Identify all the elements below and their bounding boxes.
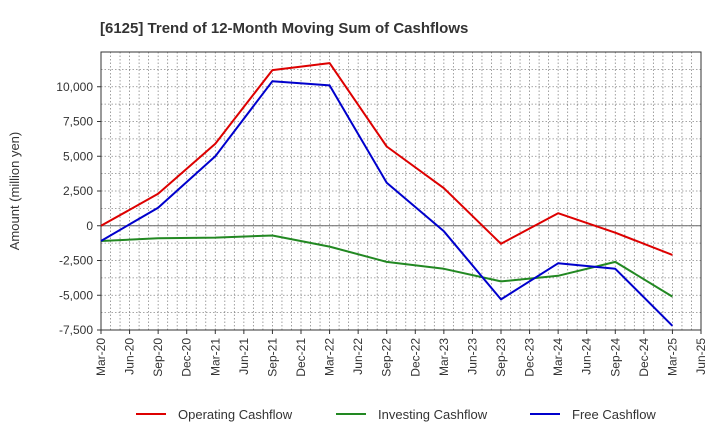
x-tick-label: Mar-23 [437, 338, 451, 376]
y-tick-label: 10,000 [56, 80, 93, 94]
x-tick-label: Mar-22 [323, 338, 337, 376]
y-tick-label: -2,500 [59, 254, 93, 268]
legend: Operating Cashflow Investing Cashflow Free… [136, 407, 656, 422]
x-tick-label: Dec-21 [294, 338, 308, 377]
y-tick-label: -7,500 [59, 323, 93, 337]
plot-frame [100, 51, 702, 331]
x-tick-label: Sep-21 [265, 338, 279, 377]
x-tick-label: Dec-23 [523, 338, 537, 377]
series-line-free-cashflow [100, 80, 674, 327]
x-tick-label: Dec-24 [637, 338, 651, 377]
x-tick-label: Dec-22 [408, 338, 422, 377]
legend-label: Investing Cashflow [378, 407, 488, 422]
x-tick-label: Jun-23 [465, 338, 479, 375]
chart-title: [6125] Trend of 12-Month Moving Sum of C… [100, 20, 468, 37]
x-tick-label: Jun-24 [580, 338, 594, 375]
y-tick-label: 2,500 [63, 184, 93, 198]
x-tick-label: Sep-22 [380, 338, 394, 377]
legend-label: Operating Cashflow [178, 407, 293, 422]
grid-lines [100, 51, 702, 331]
x-axis-ticks: Mar-20 Jun-20 Sep-20 Dec-20 Mar-21 Jun-21 Sep-… [94, 330, 708, 377]
x-tick-label: Jun-20 [123, 338, 137, 375]
series-lines [100, 62, 674, 327]
y-tick-label: 5,000 [63, 149, 93, 163]
series-line-investing-cashflow [100, 234, 673, 298]
x-tick-label: Mar-20 [94, 338, 108, 376]
x-tick-label: Sep-24 [608, 338, 622, 377]
y-axis-ticks: 10,000 7,500 5,000 2,500 0 -2,500 -5,000 -7,500 [56, 80, 101, 337]
x-tick-label: Dec-20 [180, 338, 194, 377]
y-axis-label: Amount (million yen) [7, 132, 22, 251]
x-tick-label: Mar-25 [665, 338, 679, 376]
y-tick-label: 0 [86, 219, 93, 233]
legend-label: Free Cashflow [572, 407, 656, 422]
x-tick-label: Mar-24 [551, 338, 565, 376]
x-tick-label: Sep-20 [151, 338, 165, 377]
series-line-operating-cashflow [100, 62, 673, 256]
x-tick-label: Mar-21 [208, 338, 222, 376]
x-tick-label: Sep-23 [494, 338, 508, 377]
x-tick-label: Jun-22 [351, 338, 365, 375]
x-tick-label: Jun-25 [694, 338, 708, 375]
y-tick-label: -5,000 [59, 288, 93, 302]
x-tick-label: Jun-21 [237, 338, 251, 375]
y-tick-label: 7,500 [63, 115, 93, 129]
